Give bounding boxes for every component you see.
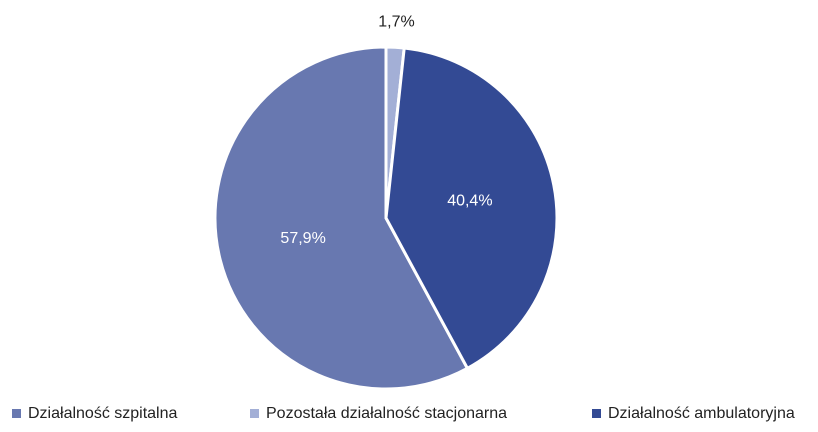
data-label: 1,7% bbox=[378, 13, 414, 30]
pie-slice bbox=[384, 46, 559, 371]
data-label: 57,9% bbox=[280, 230, 325, 247]
legend-swatch bbox=[12, 409, 21, 418]
legend-label: Działalność ambulatoryjna bbox=[608, 405, 795, 422]
data-label: 40,4% bbox=[447, 193, 492, 210]
pie-slice bbox=[213, 45, 470, 391]
legend-swatch bbox=[592, 409, 601, 418]
legend-swatch bbox=[250, 409, 259, 418]
legend-label: Działalność szpitalna bbox=[28, 405, 178, 422]
legend-label: Pozostała działalność stacjonarna bbox=[266, 405, 507, 422]
